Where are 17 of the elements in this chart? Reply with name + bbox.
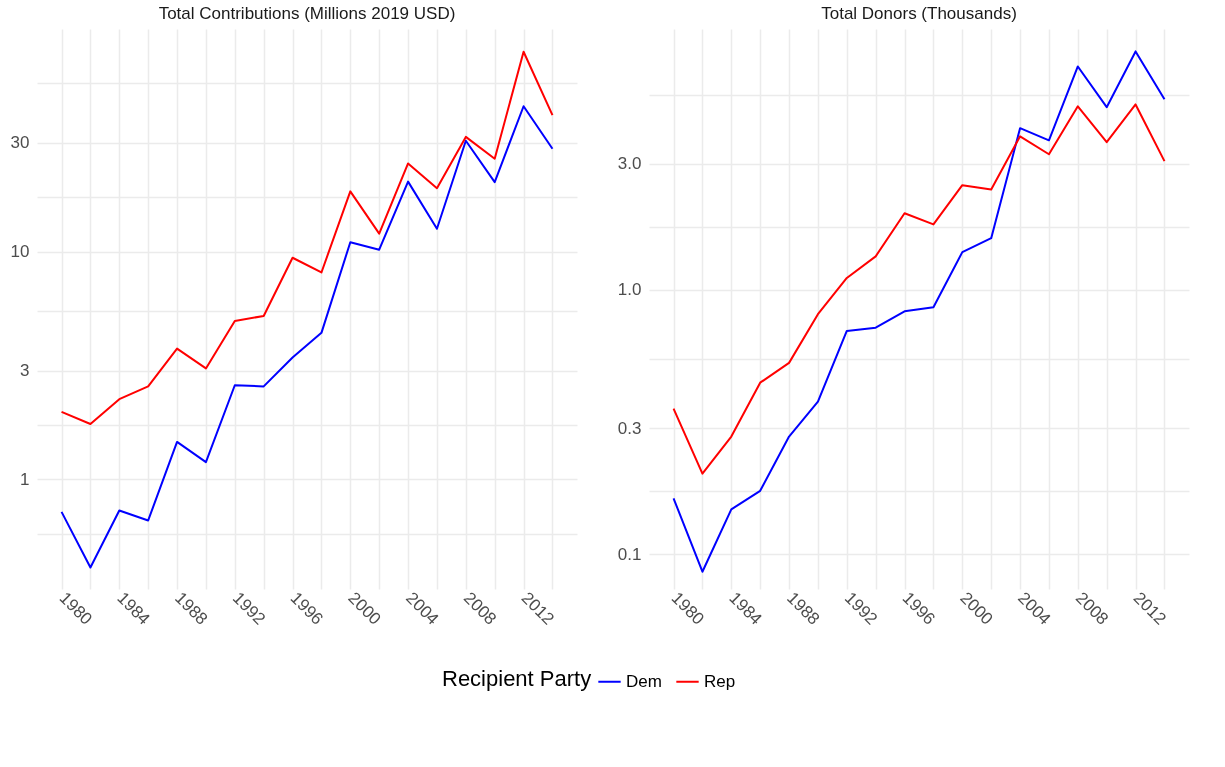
line-series xyxy=(60,50,554,426)
y-tick-label: 0.3 xyxy=(617,418,642,438)
line-series xyxy=(672,103,1166,475)
legend-title: Recipient Party xyxy=(442,666,592,691)
y-tick-label: 3.0 xyxy=(617,154,642,174)
legend-label: Rep xyxy=(704,671,736,691)
line-series xyxy=(672,50,1166,573)
y-tick-label: 3 xyxy=(20,361,30,381)
y-tick-label: 10 xyxy=(10,242,30,262)
y-tick-label: 30 xyxy=(10,133,30,153)
line-series xyxy=(60,105,554,569)
y-tick-label: 1.0 xyxy=(617,280,642,300)
chart-title: Total Contributions (Millions 2019 USD) xyxy=(158,4,456,23)
chart-title: Total Donors (Thousands) xyxy=(821,4,1017,23)
legend-label: Dem xyxy=(626,671,662,691)
y-tick-label: 1 xyxy=(20,469,30,489)
y-tick-label: 0.1 xyxy=(617,544,642,564)
